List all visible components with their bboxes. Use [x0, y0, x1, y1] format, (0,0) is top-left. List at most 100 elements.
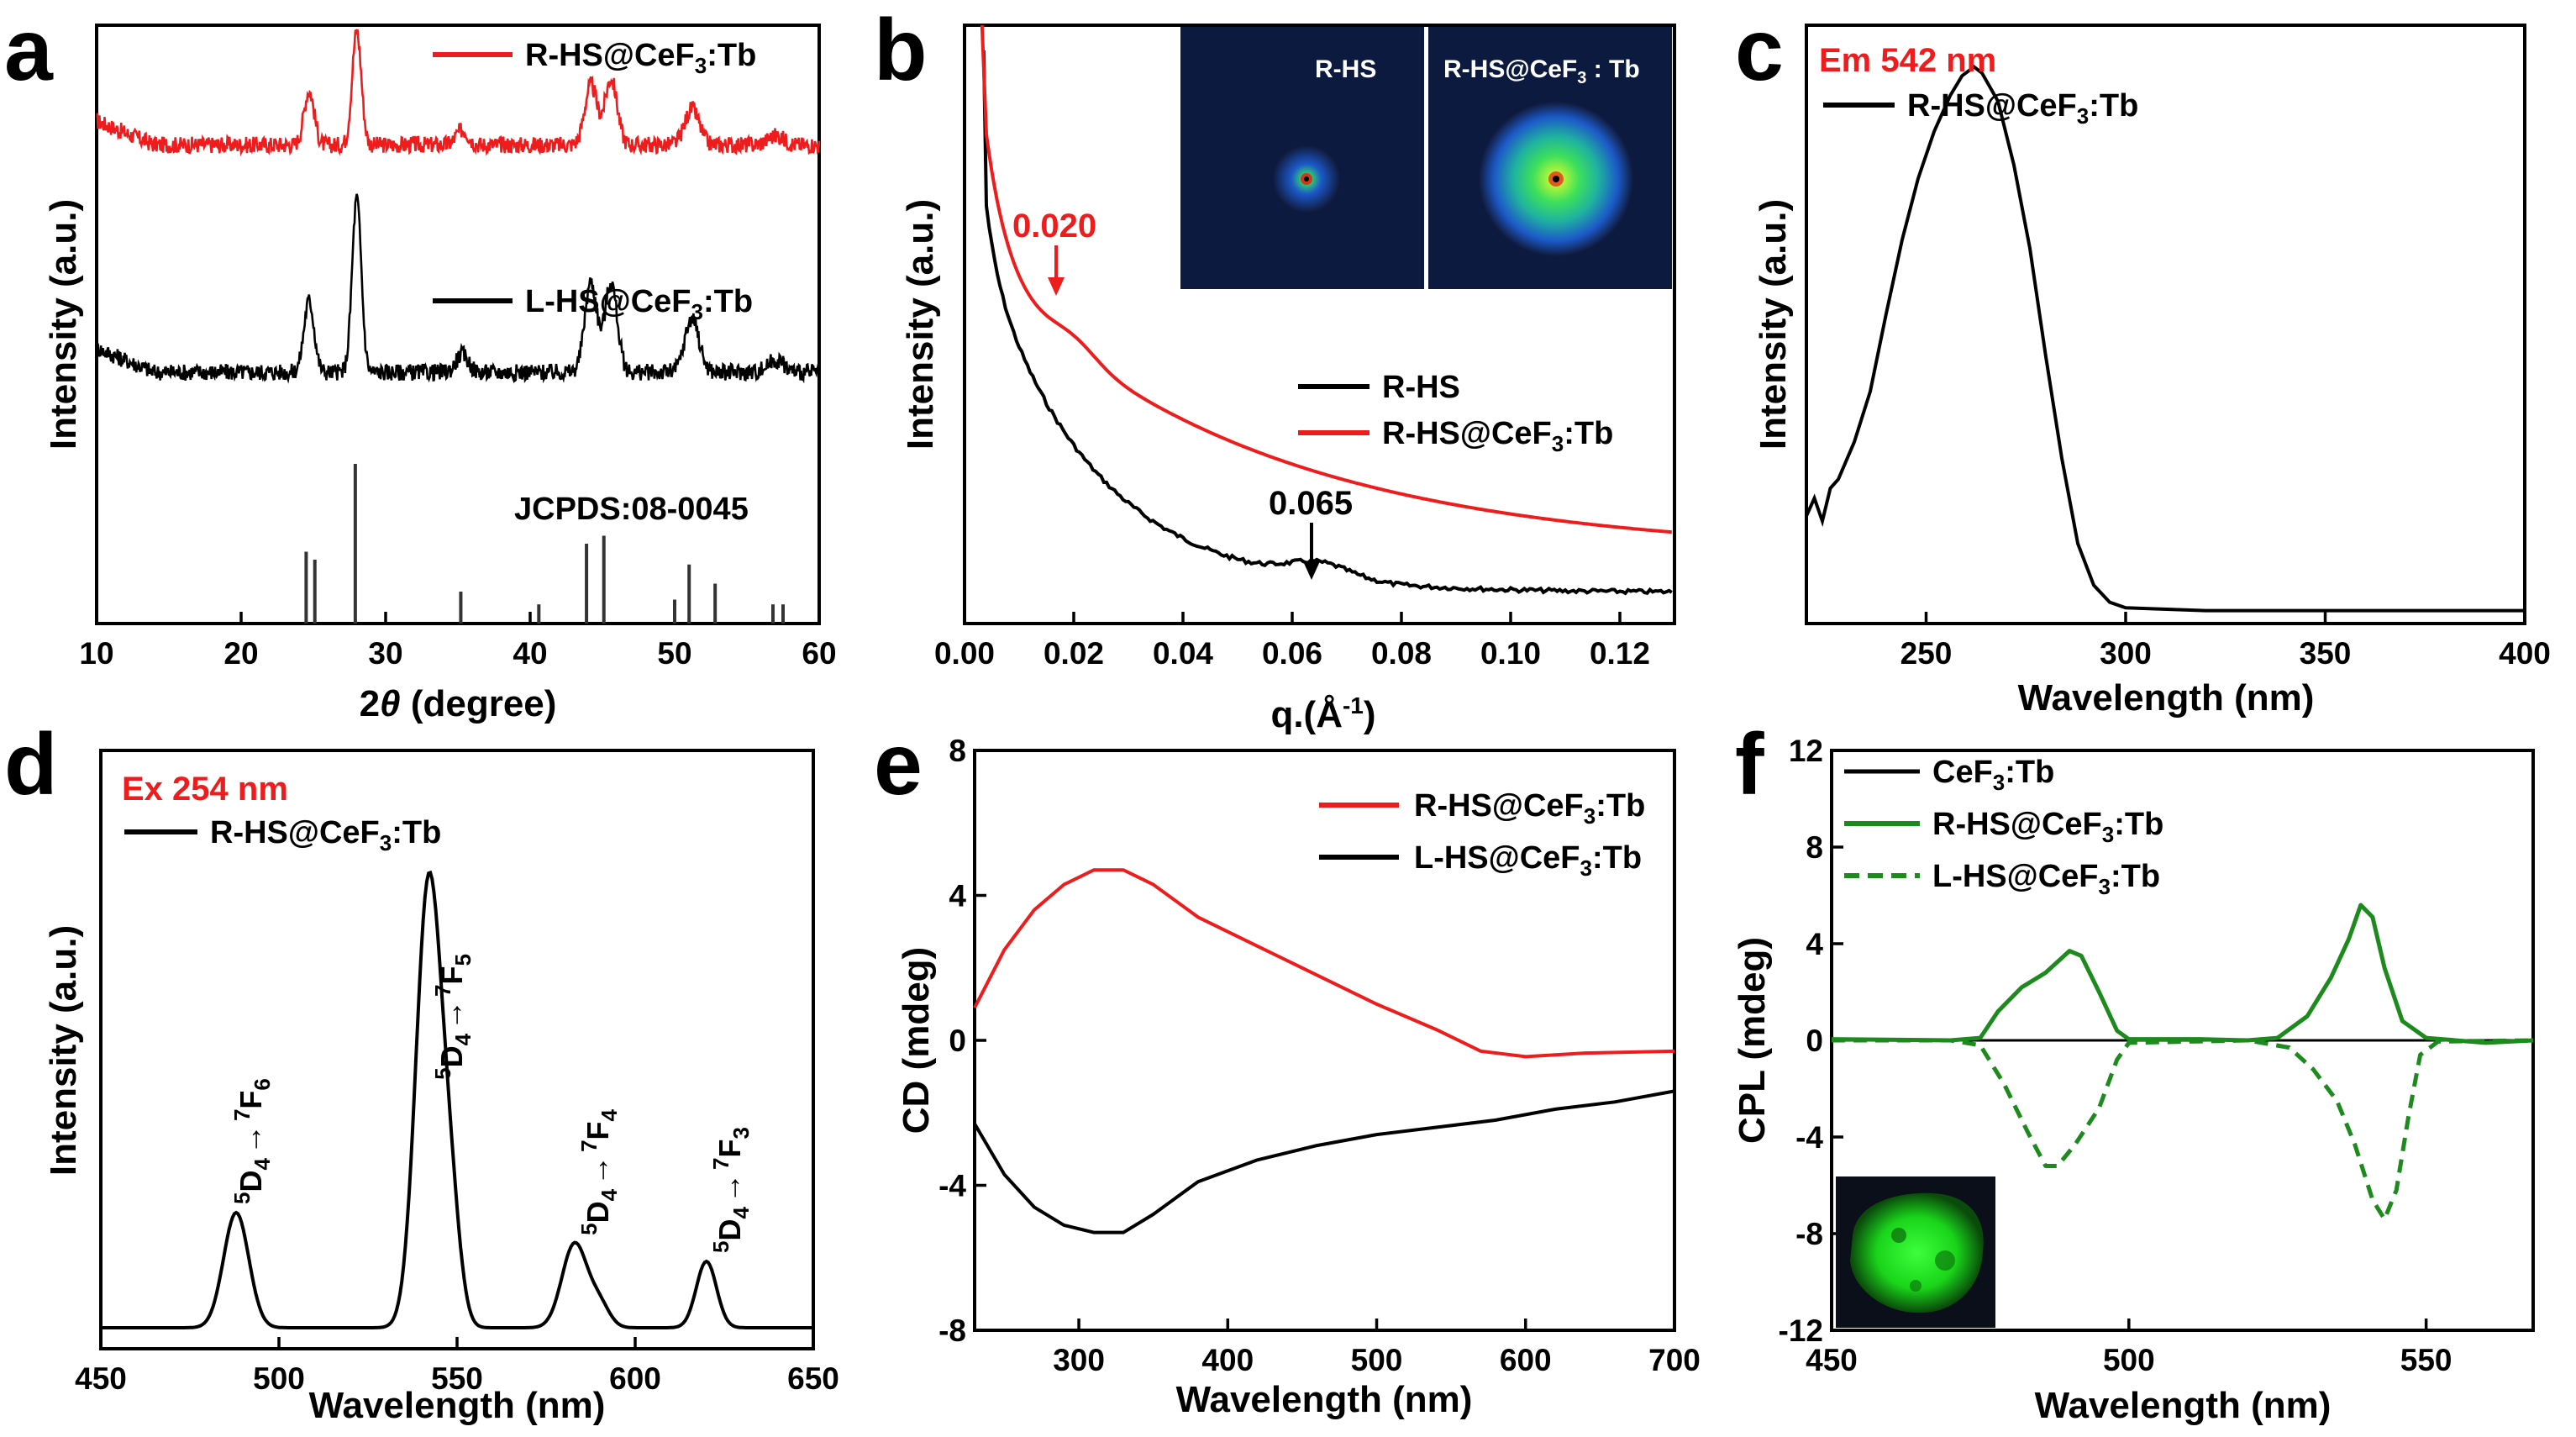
- panel-a-x-tick-label-3: 40: [513, 636, 547, 671]
- panel-a: 10 20 30 40 50 60 R-HS@CeF3:Tb L-HS@CeF3:Tb J…: [43, 24, 837, 724]
- panel-c-legend: R-HS@CeF3:Tb: [1907, 88, 2138, 129]
- panel-c-x-tick-label-2: 350: [2300, 636, 2352, 671]
- svg-text:5D4→7F4: 5D4→7F4: [576, 1108, 622, 1234]
- panel-c-series-0: [1805, 64, 2525, 613]
- panel-c-x-tick-label-1: 300: [2100, 636, 2152, 671]
- panel-c-x-tick-label-3: 400: [2499, 636, 2551, 671]
- panel-f-y-ytick-label-0: -12: [1779, 1313, 1823, 1348]
- panel-f-legend-CeF: CeF3:Tb: [1932, 755, 2054, 795]
- panel-b-x-tick-label-3: 0.06: [1262, 636, 1322, 671]
- panel-f-series-1: [1831, 903, 2534, 1045]
- panel-letter-e: e: [874, 716, 923, 813]
- panel-d-xlabel: Wavelength (nm): [309, 1385, 606, 1426]
- panel-e-x-ticks: 300 400 500 600 700: [1053, 1319, 1701, 1377]
- panel-b-legend-RHS: R-HS: [1382, 370, 1460, 405]
- panel-b-x-tick-label-0: 0.00: [934, 636, 995, 671]
- panel-d-title: Ex 254 nm: [122, 771, 288, 808]
- panel-e: 300 400 500 600 700 -8 -4 0 4 8 R-HS@CeF3:Tb L-H…: [896, 734, 1701, 1420]
- panel-a-lines: [95, 29, 821, 384]
- panel-d-x-tick-label-4: 650: [787, 1361, 839, 1396]
- panel-a-x-tick-label-5: 60: [802, 636, 836, 671]
- panel-c-x-tick-label-0: 250: [1900, 636, 1953, 671]
- panel-f-y-ytick-label-4: 4: [1806, 927, 1823, 961]
- panel-e-x-tick-label-0: 300: [1053, 1343, 1105, 1377]
- panel-f-y-ytick-label-3: 0: [1806, 1024, 1823, 1058]
- panel-e-y-ytick-label-3: 4: [949, 879, 966, 913]
- panel-b-annotation-0065: 0.065: [1269, 485, 1353, 522]
- panel-f-xlabel: Wavelength (nm): [2035, 1385, 2332, 1426]
- panel-a-x-tick-label-2: 30: [368, 636, 402, 671]
- panel-e-series-0: [973, 868, 1675, 1059]
- panel-e-series-1: [973, 1089, 1675, 1234]
- panel-e-x-tick-label-4: 700: [1648, 1343, 1701, 1377]
- panel-b-inset-label-right: R-HS@CeF3 : Tb: [1443, 55, 1640, 87]
- panel-f-x-tick-label-1: 500: [2103, 1343, 2155, 1377]
- svg-text:5D4→7F6: 5D4→7F6: [229, 1078, 275, 1204]
- panel-d-series-0: [101, 870, 813, 1329]
- panel-b-legend-R: R-HS@CeF3:Tb: [1382, 416, 1613, 456]
- panel-a-ylabel: Intensity (a.u.): [43, 199, 84, 450]
- panel-f-series-2: [1832, 1038, 2534, 1222]
- panel-d-transition-0: 5D4→7F6: [229, 1078, 275, 1204]
- panel-e-y-ytick-label-1: -4: [938, 1169, 966, 1203]
- panel-e-x-tick-label-1: 400: [1201, 1343, 1254, 1377]
- panel-e-y-ticks: -8 -4 0 4 8: [938, 734, 986, 1348]
- panel-d-x-tick-label-2: 550: [431, 1361, 483, 1396]
- panel-a-x-tick-label-0: 10: [79, 636, 113, 671]
- panel-d-transition-1: 5D4→7F5: [430, 954, 476, 1080]
- panel-b-x-ticks: 0.00 0.02 0.04 0.06 0.08 0.10 0.12: [934, 612, 1650, 671]
- panel-b-ylabel: Intensity (a.u.): [900, 199, 941, 450]
- svg-text:5D4→7F5: 5D4→7F5: [430, 954, 476, 1080]
- panel-d-ylabel: Intensity (a.u.): [43, 925, 84, 1176]
- panel-d-x-ticks: 450 500 550 600 650: [75, 1337, 839, 1396]
- panel-a-x-tick-label-4: 50: [657, 636, 691, 671]
- panel-a-reference-label: JCPDS:08-0045: [514, 492, 749, 527]
- panel-b-x-tick-label-5: 0.10: [1480, 636, 1541, 671]
- panel-a-x-ticks: 10 20 30 40 50 60: [79, 612, 837, 671]
- panel-e-y-ytick-label-4: 8: [949, 734, 966, 768]
- panel-letter-d: d: [4, 716, 58, 813]
- panel-a-xlabel: 2θ (degree): [360, 683, 557, 724]
- panel-b-series-1: [980, 24, 1672, 534]
- panel-f-x-tick-label-2: 550: [2400, 1343, 2452, 1377]
- panel-c-lines: [1805, 64, 2525, 613]
- panel-c: 250 300 350 400 Em 542 nm R-HS@CeF3:Tb Wave…: [1753, 24, 2551, 718]
- panel-b: 0.00 0.02 0.04 0.06 0.08 0.10 0.12 R-HS R-HS@C…: [900, 24, 1676, 735]
- panel-e-frame: [973, 749, 1676, 1332]
- panel-d-x-tick-label-1: 500: [253, 1361, 305, 1396]
- panel-a-reference-bars: [304, 464, 785, 624]
- panel-d-x-tick-label-3: 600: [609, 1361, 661, 1396]
- panel-f-y-ytick-label-5: 8: [1806, 830, 1823, 865]
- panel-b-lines: [980, 24, 1673, 596]
- panel-b-x-tick-label-4: 0.08: [1371, 636, 1432, 671]
- panel-e-x-tick-label-2: 500: [1351, 1343, 1403, 1377]
- panel-letter-a: a: [4, 2, 54, 99]
- panel-b-xlabel: q.(Å-1): [1270, 692, 1375, 735]
- panel-e-legend-L: L-HS@CeF3:Tb: [1414, 840, 1642, 881]
- panel-b-x-tick-label-6: 0.12: [1590, 636, 1650, 671]
- panel-f-legend-L: L-HS@CeF3:Tb: [1932, 859, 2160, 899]
- panel-f-x-ticks: 450 500 550: [1806, 1319, 2452, 1377]
- panel-d: 450 500 550 600 650 5D4→7F65D4→7F55D4→7F45D4…: [43, 749, 839, 1426]
- panel-a-series-1: [95, 193, 821, 384]
- panel-f: 450 500 550 -12 -8 -4 0 4 8 12 CeF3:Tb R-HS@CeF3…: [1732, 734, 2535, 1426]
- panel-letter-c: c: [1735, 2, 1784, 99]
- panel-d-legend: R-HS@CeF3:Tb: [210, 815, 441, 855]
- panel-b-x-tick-label-2: 0.04: [1153, 636, 1213, 671]
- panel-f-legend-R: R-HS@CeF3:Tb: [1932, 807, 2163, 847]
- panel-e-lines: [973, 868, 1675, 1234]
- panel-a-legend-R: R-HS@CeF3:Tb: [525, 38, 756, 78]
- panel-f-inset-photo: [1836, 1176, 1995, 1328]
- panel-f-ylabel: CPL (mdeg): [1732, 937, 1773, 1144]
- panel-f-lines: [1831, 903, 2534, 1222]
- panel-d-transition-3: 5D4→7F3: [708, 1127, 754, 1253]
- panel-f-y-ytick-label-1: -8: [1795, 1217, 1823, 1251]
- panel-c-ylabel: Intensity (a.u.): [1753, 199, 1794, 450]
- panel-c-title: Em 542 nm: [1819, 42, 1996, 79]
- panel-a-legend-L: L-HS@CeF3:Tb: [525, 284, 753, 324]
- panel-e-xlabel: Wavelength (nm): [1176, 1379, 1473, 1420]
- panel-e-legend-R: R-HS@CeF3:Tb: [1414, 788, 1645, 829]
- panel-f-y-ticks: -12 -8 -4 0 4 8 12: [1779, 734, 1843, 1348]
- panel-e-y-ytick-label-2: 0: [949, 1024, 966, 1058]
